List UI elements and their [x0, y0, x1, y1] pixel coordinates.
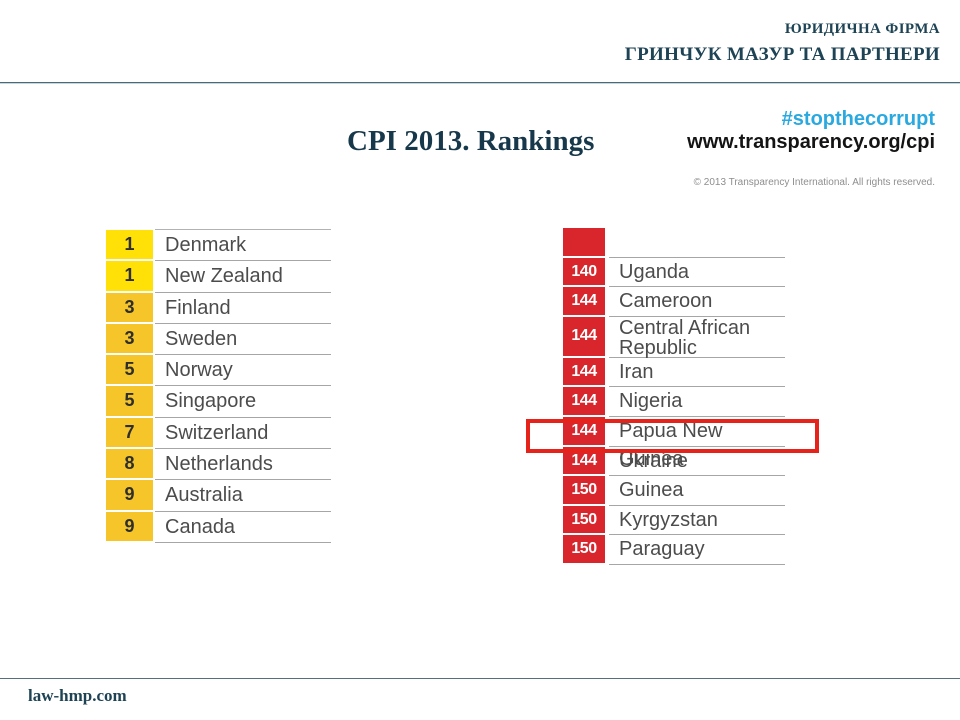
country-cell: Cameroon: [609, 287, 785, 317]
country-cell-remnant: [609, 228, 785, 258]
table-row: 150 Paraguay: [563, 535, 785, 565]
rank-cell: 1: [106, 261, 153, 293]
table-row: 3 Finland: [106, 292, 331, 324]
table-top-remnant: [563, 228, 785, 258]
rank-cell: 150: [563, 476, 605, 506]
rank-cell: 1: [106, 230, 153, 262]
rank-cell: 144: [563, 357, 605, 388]
transparency-url: www.transparency.org/cpi: [687, 131, 935, 153]
country-cell: Denmark: [155, 230, 331, 262]
table-row: 150 Kyrgyzstan: [563, 505, 785, 536]
rank-cell: 144: [563, 287, 605, 317]
country-cell: New Zealand: [155, 261, 331, 293]
country-cell: Norway: [155, 355, 331, 387]
country-cell: Central African Republic: [609, 317, 785, 358]
footer-divider: [0, 678, 960, 679]
copyright-notice: © 2013 Transparency International. All r…: [693, 177, 935, 188]
table-row: 1 New Zealand: [106, 261, 331, 293]
table-row: 9 Canada: [106, 511, 331, 543]
country-cell: Guinea: [609, 476, 785, 506]
table-row: 5 Singapore: [106, 386, 331, 418]
header-divider: [0, 82, 960, 84]
country-cell: Switzerland: [155, 418, 331, 450]
law-firm-header: ЮРИДИЧНА ФІРМА ГРИНЧУК МАЗУР ТА ПАРТНЕРИ: [625, 21, 940, 66]
table-row: 8 Netherlands: [106, 449, 331, 481]
rank-cell: 9: [106, 480, 153, 512]
country-cell: Kyrgyzstan: [609, 506, 785, 536]
rank-cell: 5: [106, 386, 153, 418]
rank-cell: 8: [106, 449, 153, 481]
rank-cell: 7: [106, 417, 153, 450]
rank-cell: 150: [563, 505, 605, 536]
country-cell: Australia: [155, 480, 331, 512]
table-row: 150 Guinea: [563, 476, 785, 506]
rank-cell: 3: [106, 323, 153, 356]
table-row: 7 Switzerland: [106, 417, 331, 450]
top-rankings-table: 1 Denmark 1 New Zealand 3 Finland 3 Sweden 5 Norw…: [106, 229, 331, 543]
table-row: 144 Nigeria: [563, 387, 785, 417]
country-cell: Ukraine: [609, 447, 785, 477]
footer-site-link[interactable]: law-hmp.com: [28, 686, 127, 705]
table-row: 140 Uganda: [563, 257, 785, 288]
bottom-rankings-table: 140 Uganda 144 Cameroon 144 Central African R…: [563, 228, 785, 565]
rank-cell: 140: [563, 257, 605, 288]
table-row: 9 Australia: [106, 480, 331, 512]
rank-cell: 144: [563, 316, 605, 358]
country-cell: Canada: [155, 512, 331, 543]
table-row: 144 Central African Republic: [563, 316, 785, 358]
rank-cell: 150: [563, 535, 605, 565]
rank-cell: 9: [106, 511, 153, 543]
country-cell: Finland: [155, 293, 331, 324]
table-row: 144 Cameroon: [563, 287, 785, 317]
rank-cell: 5: [106, 355, 153, 387]
table-top-line: [155, 229, 331, 230]
hashtag-label: #stopthecorrupt: [781, 108, 935, 130]
table-row: 5 Norway: [106, 355, 331, 387]
table-row: 3 Sweden: [106, 323, 331, 356]
country-cell: Paraguay: [609, 535, 785, 565]
country-cell: Papua New Guinea: [609, 417, 785, 470]
transparency-block: #stopthecorrupt www.transparency.org/cpi: [687, 108, 935, 154]
rank-cell: 144: [563, 387, 605, 417]
country-cell: Sweden: [155, 324, 331, 356]
firm-type-label: ЮРИДИЧНА ФІРМА: [784, 21, 940, 37]
page-title: CPI 2013. Rankings: [347, 125, 595, 157]
rank-cell-remnant: [563, 228, 605, 258]
table-row: 1 Denmark: [106, 230, 331, 262]
firm-name-label: ГРИНЧУК МАЗУР ТА ПАРТНЕРИ: [624, 44, 940, 65]
table-row: 144 Iran: [563, 357, 785, 388]
rank-cell: 3: [106, 292, 153, 324]
country-cell: Uganda: [609, 258, 785, 288]
country-cell: Nigeria: [609, 387, 785, 417]
country-cell: Singapore: [155, 386, 331, 418]
country-cell: Iran: [609, 358, 785, 388]
country-cell: Netherlands: [155, 449, 331, 481]
ukraine-highlight-box: [526, 419, 819, 453]
